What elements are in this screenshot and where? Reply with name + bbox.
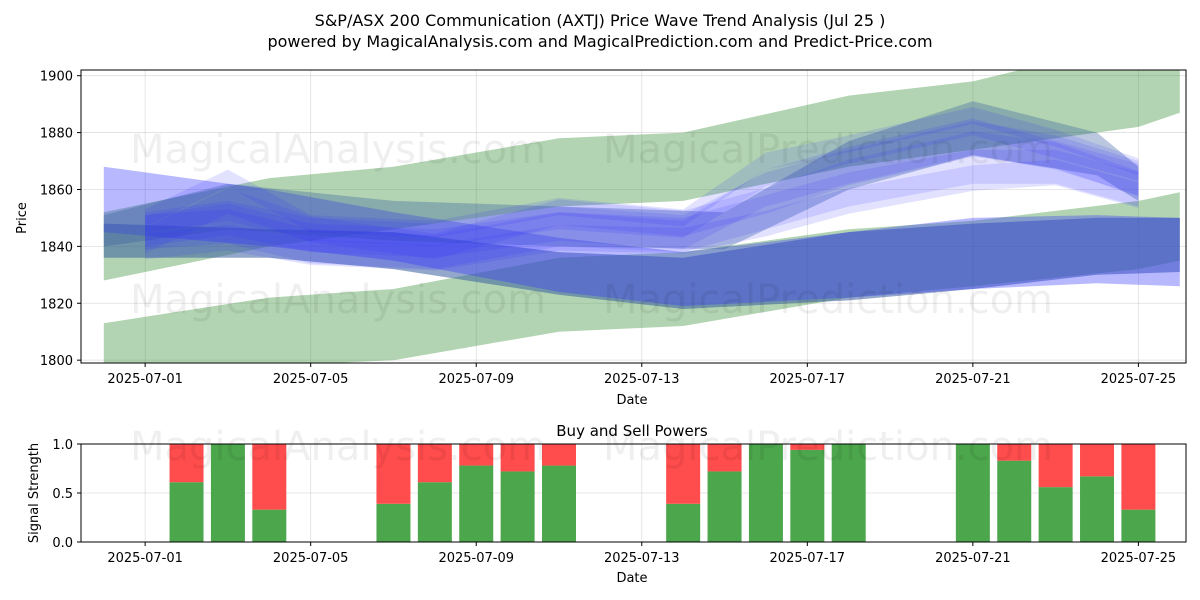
price-x-tick-label: 2025-07-09	[438, 372, 514, 387]
price-waves	[145, 107, 1139, 271]
sell-bar	[542, 444, 577, 466]
buy-bar	[666, 503, 701, 542]
powers-x-label: Date	[616, 571, 647, 586]
buy-bar	[831, 444, 866, 542]
powers-x-tick-label: 2025-07-09	[438, 551, 514, 566]
powers-x-ticks: 2025-07-01 2025-07-05 2025-07-09 2025-07-13…	[107, 542, 1176, 566]
price-y-label: Price	[15, 202, 30, 234]
sell-bar	[459, 444, 494, 466]
powers-x-tick-label: 2025-07-25	[1101, 551, 1177, 566]
buy-bar	[748, 444, 783, 542]
price-x-tick-label: 2025-07-05	[273, 372, 349, 387]
watermark-4: MagicalPrediction.com	[603, 277, 1053, 323]
sell-bar	[1121, 444, 1156, 510]
price-x-tick-label: 2025-07-01	[107, 372, 183, 387]
buy-bar	[955, 444, 990, 542]
buy-bar	[790, 449, 825, 542]
powers-x-tick-label: 2025-07-13	[604, 551, 680, 566]
price-wave	[145, 131, 1139, 260]
watermark-5: MagicalAnalysis.com	[130, 424, 546, 470]
buy-bar	[1038, 487, 1073, 542]
buy-bar	[376, 503, 411, 542]
buy-bar	[169, 482, 204, 542]
price-y-tick-label: 1820	[40, 297, 73, 312]
watermark-2: MagicalPrediction.com	[603, 127, 1053, 173]
buy-bar	[459, 465, 494, 542]
price-wave	[145, 118, 1139, 247]
buy-bar	[997, 460, 1032, 542]
price-x-tick-label: 2025-07-17	[770, 372, 846, 387]
price-wave	[145, 107, 1139, 238]
powers-y-label: Signal Strength	[27, 443, 42, 543]
price-x-tick-label: 2025-07-21	[935, 372, 1011, 387]
sell-bar	[169, 444, 204, 483]
chart-subtitle: powered by MagicalAnalysis.com and Magic…	[267, 32, 932, 51]
price-y-tick-label: 1840	[40, 240, 73, 255]
price-plot-area	[103, 70, 1180, 363]
upper-green-band	[103, 70, 1180, 281]
powers-y-ticks: 0.0 0.5 1.0	[52, 438, 81, 551]
watermark-1: MagicalAnalysis.com	[130, 127, 546, 173]
watermark-3: MagicalAnalysis.com	[130, 277, 546, 323]
sell-bar	[790, 444, 825, 450]
steel-blue-band	[103, 101, 1139, 250]
price-x-tick-label: 2025-07-25	[1101, 372, 1177, 387]
price-x-label: Date	[616, 393, 647, 408]
powers-y-tick-label: 1.0	[52, 438, 73, 453]
powers-watermarks: MagicalAnalysis.com MagicalPrediction.co…	[130, 424, 1053, 470]
price-wave	[145, 149, 1139, 270]
powers-y-tick-label: 0.0	[52, 536, 73, 551]
buy-bar	[500, 471, 535, 542]
dark-blue-band	[103, 217, 1180, 309]
powers-bars	[169, 444, 1156, 542]
price-y-tick-label: 1800	[40, 354, 73, 369]
sell-bar	[252, 444, 287, 510]
sell-bar	[376, 444, 411, 504]
sell-bar	[417, 444, 452, 483]
price-x-ticks: 2025-07-01 2025-07-05 2025-07-09 2025-07-13…	[107, 363, 1176, 387]
buy-bar	[252, 509, 287, 542]
sell-bar	[997, 444, 1032, 461]
buy-bar	[1121, 509, 1156, 542]
watermark-6: MagicalPrediction.com	[603, 424, 1053, 470]
powers-title: Buy and Sell Powers	[556, 422, 708, 440]
price-y-tick-label: 1880	[40, 127, 73, 142]
price-bands	[103, 70, 1180, 363]
price-x-tick-label: 2025-07-13	[604, 372, 680, 387]
powers-x-tick-label: 2025-07-21	[935, 551, 1011, 566]
light-blue-band	[103, 166, 1180, 307]
price-plot-frame	[80, 69, 1187, 364]
buy-bar	[542, 465, 577, 542]
sell-bar	[1038, 444, 1073, 488]
price-y-ticks: 1800 1820 1840 1860 1880 1900	[40, 70, 81, 369]
buy-bar	[210, 444, 245, 542]
sell-bar	[500, 444, 535, 472]
powers-x-tick-label: 2025-07-05	[273, 551, 349, 566]
price-wave	[145, 159, 1139, 271]
buy-bar	[417, 482, 452, 542]
powers-x-tick-label: 2025-07-01	[107, 551, 183, 566]
price-wave	[145, 121, 1139, 258]
price-watermarks: MagicalAnalysis.com MagicalPrediction.co…	[130, 127, 1053, 323]
sell-bar	[707, 444, 742, 472]
chart-title: S&P/ASX 200 Communication (AXTJ) Price W…	[315, 11, 886, 30]
sell-bar	[1080, 444, 1115, 477]
buy-bar	[1080, 476, 1115, 542]
buy-bar	[707, 471, 742, 542]
sell-bar	[666, 444, 701, 504]
price-y-tick-label: 1860	[40, 183, 73, 198]
powers-y-tick-label: 0.5	[52, 487, 73, 502]
powers-x-tick-label: 2025-07-17	[770, 551, 846, 566]
price-y-tick-label: 1900	[40, 70, 73, 85]
